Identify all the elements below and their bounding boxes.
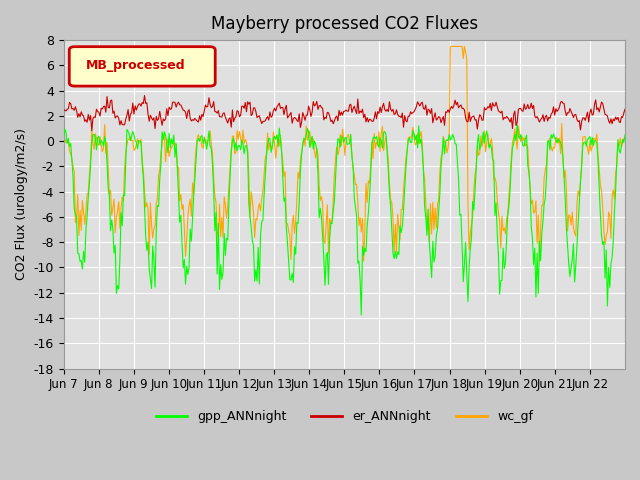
Legend: gpp_ANNnight, er_ANNnight, wc_gf: gpp_ANNnight, er_ANNnight, wc_gf	[150, 405, 538, 428]
FancyBboxPatch shape	[69, 47, 215, 86]
Y-axis label: CO2 Flux (urology/m2/s): CO2 Flux (urology/m2/s)	[15, 128, 28, 280]
Title: Mayberry processed CO2 Fluxes: Mayberry processed CO2 Fluxes	[211, 15, 478, 33]
Text: MB_processed: MB_processed	[86, 59, 186, 72]
